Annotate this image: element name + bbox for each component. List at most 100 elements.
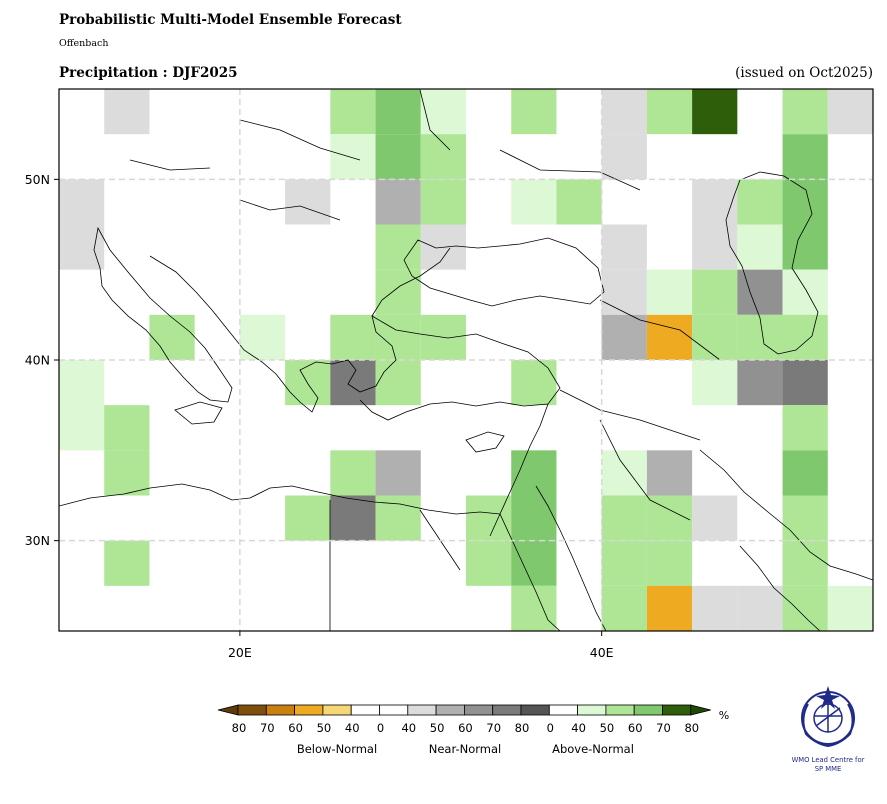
probability-cell (737, 585, 783, 631)
probability-cell (827, 585, 873, 631)
colorbar-swatch (633, 704, 663, 716)
colorbar-tick-label: 60 (288, 721, 303, 735)
probability-cell (737, 314, 783, 360)
probability-cell (601, 314, 647, 360)
probability-cell (782, 360, 828, 406)
probability-cell (239, 314, 286, 360)
probability-cell (782, 269, 828, 315)
probability-cell (737, 360, 783, 406)
north-africa-coast (59, 483, 501, 515)
probability-cell (59, 405, 105, 451)
probability-cell (375, 269, 421, 315)
probability-cell (601, 495, 647, 541)
colorbar-tick-label: 40 (401, 721, 416, 735)
cyprus-coast (465, 431, 505, 453)
probability-cell (330, 134, 376, 180)
colorbar-swatch (577, 704, 607, 716)
colorbar-swatch (322, 704, 352, 716)
probability-cell (375, 224, 421, 270)
probability-cell (556, 179, 602, 225)
colorbar-tick-label: 70 (260, 721, 275, 735)
lat-tick-label: 40N (25, 353, 50, 368)
probability-cell (601, 585, 647, 631)
probability-cell (466, 495, 512, 541)
probability-cell (330, 360, 376, 406)
probability-cell (59, 179, 105, 225)
probability-cell (692, 89, 738, 135)
probability-cell (646, 269, 693, 315)
probability-cell (782, 179, 828, 225)
coastlines-borders (59, 89, 873, 631)
colorbar-tick-label: 40 (345, 721, 360, 735)
graticule (59, 89, 873, 631)
probability-cell (692, 360, 738, 406)
probability-cell (601, 224, 647, 270)
probability-cell (420, 89, 466, 135)
colorbar-min-arrow (217, 704, 239, 716)
probability-cell (285, 360, 331, 406)
lat-tick-label: 30N (25, 533, 50, 548)
colorbar-swatch (407, 704, 437, 716)
probability-cell (511, 450, 557, 496)
probability-cell (59, 360, 105, 406)
caspian-coast (725, 171, 819, 355)
variable-season-label: Precipitation : DJF2025 (59, 65, 238, 81)
colorbar-swatch (379, 704, 409, 716)
probability-cell (692, 585, 738, 631)
page-title: Probabilistic Multi-Model Ensemble Forec… (59, 12, 402, 28)
colorbar-tick-label: 40 (571, 721, 586, 735)
colorbar-swatch (662, 704, 692, 716)
colorbar-category-label: Below-Normal (297, 742, 377, 756)
colorbar-swatch (520, 704, 550, 716)
probability-cell (511, 585, 557, 631)
black-sea-coast (403, 237, 605, 307)
probability-cell (330, 314, 376, 360)
producer-label: Offenbach (59, 38, 109, 49)
colorbar-tick-label: 50 (600, 721, 615, 735)
probability-cell (511, 540, 557, 586)
colorbar-tick-label: 80 (232, 721, 247, 735)
colorbar-category-label: Above-Normal (552, 742, 634, 756)
lon-tick-label: 40E (590, 645, 614, 660)
probability-cell (737, 224, 783, 270)
red-sea-coast-east (535, 485, 607, 631)
probability-cell (104, 89, 150, 135)
axis-ticks: 50N 40N 30N 20E 40E (25, 172, 614, 660)
colorbar: % 80 70 60 50 40 0 40 50 60 70 80 0 40 50 60 70 80 Below-N… (217, 704, 729, 756)
colorbar-tick-label: 70 (486, 721, 501, 735)
colorbar-swatch (548, 704, 578, 716)
red-sea-coast (499, 513, 561, 631)
colorbar-tick-label: 0 (377, 721, 384, 735)
probability-cell (782, 89, 828, 135)
colorbar-swatch (294, 704, 324, 716)
probability-cell (692, 179, 738, 225)
probability-cell (285, 179, 331, 225)
issued-date-label: (issued on Oct2025) (735, 65, 873, 81)
probability-cell (330, 89, 376, 135)
probability-cell (375, 450, 421, 496)
probability-cell (375, 134, 421, 180)
probability-cell (692, 269, 738, 315)
probability-cell (782, 134, 828, 180)
probability-cell (511, 89, 557, 135)
probability-cell (420, 179, 466, 225)
colorbar-tick-label: 80 (684, 721, 699, 735)
probability-cell (782, 495, 828, 541)
colorbar-swatch (463, 704, 494, 716)
probability-cell (737, 269, 783, 315)
probability-cell (782, 585, 828, 631)
probability-cell (692, 495, 738, 541)
probability-cell (692, 314, 738, 360)
probability-cell (420, 134, 466, 180)
probability-cell (330, 450, 376, 496)
colorbar-swatch (350, 704, 380, 716)
probability-cell (511, 495, 557, 541)
colorbar-category-label: Near-Normal (429, 742, 501, 756)
colorbar-swatch (265, 704, 295, 716)
colorbar-tick-label: 60 (458, 721, 473, 735)
probability-cell (511, 360, 557, 406)
probability-cell (104, 405, 150, 451)
probability-cell (782, 450, 828, 496)
persian-gulf-coast (699, 449, 873, 581)
